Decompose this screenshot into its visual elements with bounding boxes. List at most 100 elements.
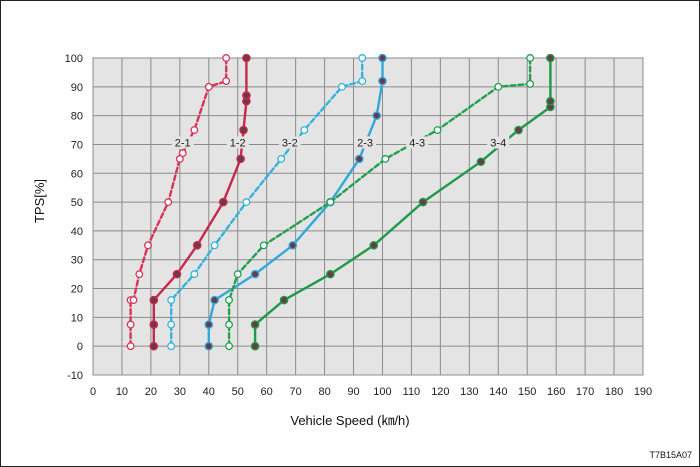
data-point [225,296,234,305]
data-point [242,198,251,207]
y-tick-label: 70 [71,139,83,151]
curve-label-bg [354,136,377,149]
data-point [355,154,364,164]
data-point [337,82,346,91]
y-tick-label: 10 [71,312,83,324]
x-tick-label: 0 [90,386,96,398]
data-point [210,241,219,250]
data-point [222,77,231,86]
curve-label-bg [406,136,429,149]
data-point [164,198,173,207]
x-axis-title: Vehicle Speed (㎞/h) [290,413,409,428]
data-point [546,96,555,106]
series-1-2 [149,53,251,351]
data-point [358,54,367,62]
data-point [126,320,135,329]
curve-label-4-3: 4-3 [409,137,425,149]
curve-label-bg [487,136,510,149]
x-tick-label: 100 [373,386,391,398]
data-point [149,295,159,305]
x-tick-label: 130 [460,386,478,398]
x-tick-label: 80 [318,386,330,398]
series-line-2-3 [207,56,384,348]
x-tick-label: 170 [576,386,594,398]
x-tick-label: 40 [203,386,215,398]
data-point [167,296,176,305]
data-point [300,126,309,134]
data-point [190,270,199,279]
series-group [126,53,555,351]
figure-code: T7B15A07 [649,450,692,460]
data-point [126,342,135,351]
x-tick-label: 20 [145,386,157,398]
tick-labels: 0 10 20 30 40 50 60 70 80 90 100 110 120 130 140 150 160… [65,53,653,398]
data-point [233,270,242,279]
y-tick-label: 80 [71,111,83,123]
curve-label-3-4: 3-4 [490,137,506,149]
data-point [218,197,228,207]
grid [92,57,644,376]
data-point [433,126,442,134]
data-point [242,53,251,63]
x-tick-label: 60 [261,386,273,398]
data-point [210,295,219,305]
data-point [546,53,555,63]
data-point [288,241,298,250]
data-point [135,270,144,279]
x-tick-label: 10 [116,386,128,398]
series-4-3 [225,54,535,351]
data-point [250,269,260,279]
data-point [279,295,289,305]
data-point [204,320,214,329]
data-point [418,197,428,207]
y-tick-label: 40 [71,226,83,238]
y-tick-label: 30 [71,255,83,267]
data-point [259,241,268,250]
y-tick-label: 20 [71,284,83,296]
data-point [476,157,486,167]
curve-label-bg [171,136,194,149]
data-point [149,320,159,329]
data-point [167,320,176,329]
x-tick-label: 140 [489,386,507,398]
data-point [277,154,286,163]
x-tick-label: 150 [518,386,536,398]
series-3-2 [167,54,367,351]
curve-label-2-1: 2-1 [175,137,191,149]
data-point [250,320,260,329]
data-point [369,241,379,250]
y-tick-label: 100 [65,53,83,65]
curve-label-2-3: 2-3 [357,137,373,149]
data-point [225,320,234,329]
x-tick-label: 120 [431,386,449,398]
data-point [514,125,523,135]
data-point [129,296,138,305]
data-point [204,82,213,91]
data-point [372,111,381,120]
y-tick-label: 0 [77,341,83,353]
data-point [172,269,182,279]
data-point [236,154,245,164]
data-point [526,79,535,88]
x-tick-label: 190 [634,386,652,398]
series-3-4 [250,53,555,351]
data-point [378,76,387,86]
data-point [326,269,335,279]
data-point [192,241,202,250]
data-point [167,342,176,351]
data-point [526,54,535,62]
x-tick-label: 90 [347,386,359,398]
curve-labels: 2-1 1-2 3-2 2-3 4-3 3-4 [171,136,510,149]
data-point [378,53,387,63]
data-point [144,241,152,250]
x-tick-label: 180 [605,386,623,398]
curve-label-bg [226,136,249,149]
data-point [358,77,367,86]
data-point [239,125,248,135]
data-point [381,154,390,163]
data-point [190,126,199,134]
x-tick-label: 50 [232,386,244,398]
y-axis-title: TPS[%] [32,179,47,223]
plot-area [92,57,644,376]
